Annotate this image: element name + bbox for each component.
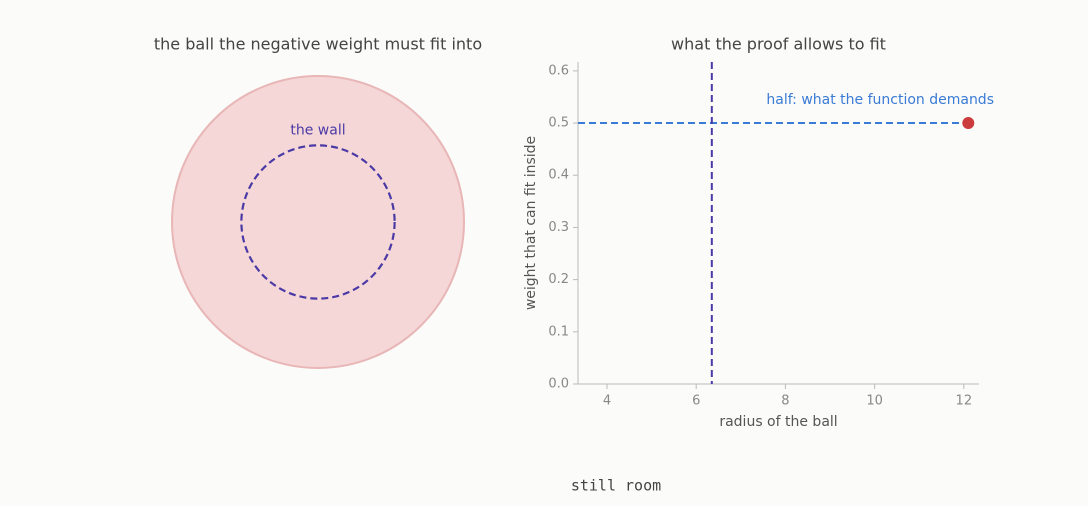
- y-tick-label: 0.6: [548, 63, 569, 78]
- point: [962, 117, 975, 130]
- y-axis-label: weight that can fit inside: [523, 136, 539, 310]
- x-tick-label: 4: [603, 394, 611, 409]
- y-tick-label: 0.1: [548, 324, 569, 339]
- threshold-label: half: what the function demands: [766, 92, 994, 108]
- y-tick-label: 0.3: [548, 220, 569, 235]
- y-tick-label: 0.5: [548, 116, 569, 131]
- y-tick-label: 0.4: [548, 168, 569, 183]
- x-axis-label: radius of the ball: [719, 414, 837, 430]
- chart-title: what the proof allows to fit: [671, 35, 886, 54]
- x-tick-label: 12: [956, 394, 973, 409]
- x-tick-label: 8: [781, 394, 789, 409]
- y-tick-label: 0.2: [548, 272, 569, 287]
- ball: [171, 75, 465, 369]
- wall: [240, 144, 396, 300]
- chart-title: the ball the negative weight must fit in…: [154, 35, 482, 54]
- x-tick-label: 6: [692, 394, 700, 409]
- y-tick-label: 0.0: [548, 377, 569, 392]
- wall-label: the wall: [290, 122, 345, 138]
- x-tick-label: 10: [866, 394, 883, 409]
- caption: still room: [571, 477, 661, 495]
